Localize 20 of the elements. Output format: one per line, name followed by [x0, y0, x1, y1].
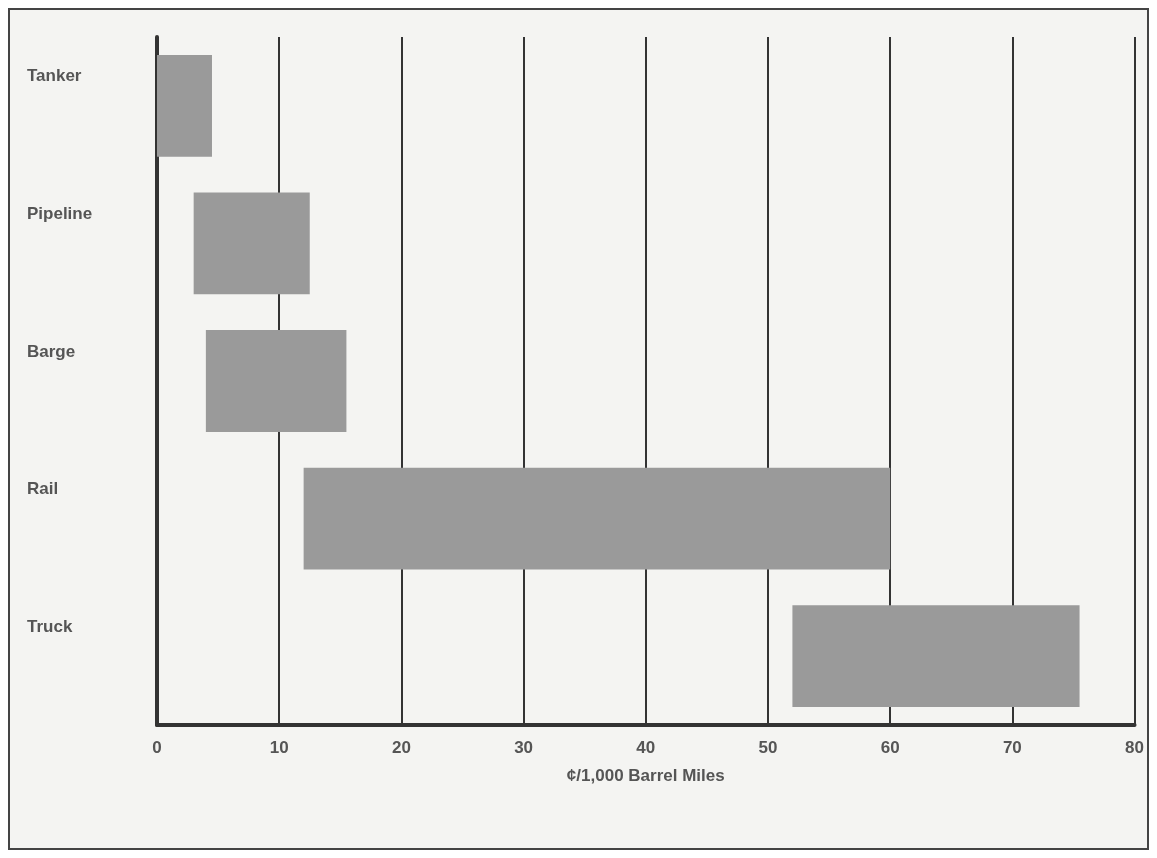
x-tick-label: 40 — [636, 738, 656, 757]
y-tick-label: Barge — [27, 341, 76, 361]
bar — [193, 192, 310, 295]
y-tick-label: Truck — [27, 616, 73, 636]
x-tick-label: 80 — [1125, 738, 1145, 757]
x-tick-label: 30 — [514, 738, 534, 757]
bar — [792, 605, 1080, 708]
x-tick-label: 50 — [758, 738, 778, 757]
y-tick-label: Tanker — [27, 66, 82, 86]
x-tick-label: 10 — [269, 738, 289, 757]
x-tick-label: 70 — [1002, 738, 1022, 757]
y-tick-label: Pipeline — [27, 203, 93, 223]
x-tick-label: 60 — [880, 738, 900, 757]
x-axis-title: ¢/1,000 Barrel Miles — [566, 766, 725, 785]
bar — [157, 54, 212, 157]
y-tick-label: Rail — [27, 479, 59, 499]
x-tick-label: 0 — [152, 738, 162, 757]
bar — [303, 467, 891, 570]
x-tick-label: 20 — [391, 738, 411, 757]
bar — [205, 330, 347, 432]
